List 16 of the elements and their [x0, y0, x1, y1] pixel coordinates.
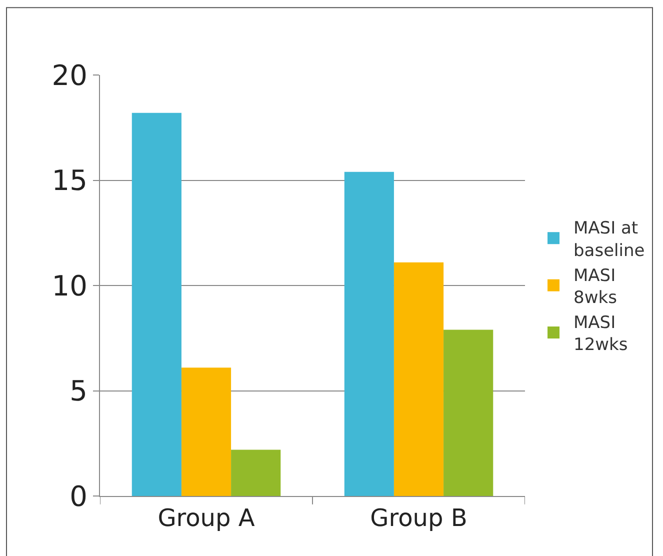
bar: [231, 450, 281, 496]
bar: [444, 330, 494, 496]
legend-label: MASI at baseline: [574, 218, 645, 261]
y-tick-label: 5: [70, 374, 88, 408]
x-tick-label: Group B: [370, 504, 468, 532]
x-tick-label: Group A: [158, 504, 256, 532]
y-tick-label: 0: [70, 480, 88, 513]
y-tick-label: 10: [52, 269, 88, 302]
bar: [181, 368, 232, 496]
legend-label: MASI 12wks: [574, 313, 628, 356]
bar: [132, 112, 182, 496]
legend-label: MASI 8wks: [574, 266, 618, 308]
y-tick-label: 20: [52, 58, 88, 92]
y-tick-label: 15: [52, 164, 88, 198]
bar: [394, 262, 444, 496]
bar: [344, 172, 394, 496]
